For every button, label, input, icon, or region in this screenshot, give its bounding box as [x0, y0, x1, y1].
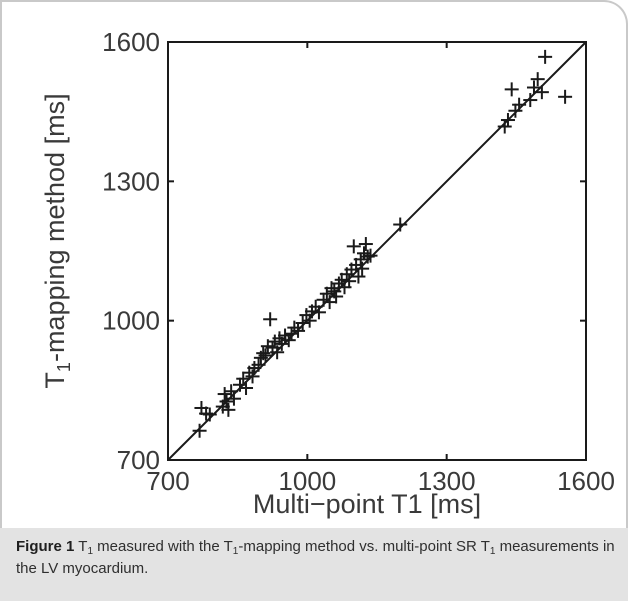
y-tick-label: 1300	[102, 166, 160, 196]
data-point	[316, 292, 331, 307]
caption-part3: measurements in the LV myocardium.	[16, 538, 615, 577]
y-axis-label-main: T	[40, 372, 70, 389]
y-axis-label: T1-mapping method [ms]	[40, 93, 74, 388]
data-point	[281, 333, 296, 348]
data-point	[219, 394, 234, 409]
y-tick-label: 1600	[102, 27, 160, 57]
data-point	[217, 387, 232, 402]
scatter-chart: 700 1000 1300 1600 700 1000 1300 1600 Multi−poi…	[40, 27, 615, 519]
figure-caption: Figure 1 T1 measured with the T1-mapping…	[16, 536, 616, 580]
data-point	[258, 348, 273, 363]
caption-part2: -mapping method vs. multi-point SR T	[238, 538, 490, 555]
data-point	[500, 113, 515, 128]
data-point	[232, 377, 247, 392]
data-point	[538, 49, 553, 64]
data-point	[224, 384, 239, 399]
data-point	[239, 381, 254, 396]
data-point	[284, 326, 299, 341]
plot-area	[167, 41, 587, 461]
caption-part1: measured with the T	[93, 538, 233, 555]
x-axis-label: Multi−point T1 [ms]	[253, 489, 481, 519]
data-points	[192, 49, 573, 438]
data-point	[192, 423, 207, 438]
data-point	[526, 80, 541, 95]
caption-sub3: 1	[489, 546, 496, 557]
data-point	[530, 72, 545, 87]
data-point	[512, 97, 527, 112]
data-point	[329, 289, 344, 304]
caption-sub1: 1	[87, 546, 93, 557]
y-tick-label: 1000	[102, 306, 160, 336]
y-tick-label: 700	[117, 445, 160, 475]
data-point	[353, 252, 368, 267]
data-point	[342, 274, 357, 289]
data-point	[245, 369, 260, 384]
data-point	[302, 313, 317, 328]
data-point	[346, 239, 361, 254]
data-point	[324, 281, 339, 296]
x-tick-label: 700	[146, 466, 189, 496]
caption-background	[0, 528, 628, 601]
y-axis-label-rest: -mapping method [ms]	[40, 93, 70, 362]
data-point	[311, 305, 326, 320]
y-axis-label-subscript: 1	[54, 362, 74, 372]
data-point	[497, 119, 512, 134]
caption-sub2: 1	[232, 546, 239, 557]
data-point	[523, 93, 538, 108]
data-point	[351, 269, 366, 284]
figure-label: Figure 1	[16, 538, 75, 555]
axis-ticks: 700 1000 1300 1600 700 1000 1300 1600	[102, 27, 615, 496]
data-point	[358, 237, 373, 252]
data-point	[558, 89, 573, 104]
data-point	[291, 323, 306, 338]
data-point	[355, 261, 370, 276]
caption-t1: T	[78, 538, 88, 555]
data-point	[251, 357, 266, 372]
data-point	[508, 103, 523, 118]
data-point	[221, 402, 236, 417]
x-tick-label: 1000	[278, 466, 336, 496]
data-point	[236, 371, 251, 386]
data-point	[504, 82, 519, 97]
data-point	[534, 85, 549, 100]
data-point	[226, 391, 241, 406]
x-tick-label: 1600	[557, 466, 615, 496]
data-point	[295, 315, 310, 330]
data-point	[270, 345, 285, 360]
data-point	[202, 407, 217, 422]
x-tick-label: 1300	[418, 466, 476, 496]
data-point	[363, 248, 378, 263]
data-point	[263, 312, 278, 327]
data-point	[393, 217, 408, 232]
